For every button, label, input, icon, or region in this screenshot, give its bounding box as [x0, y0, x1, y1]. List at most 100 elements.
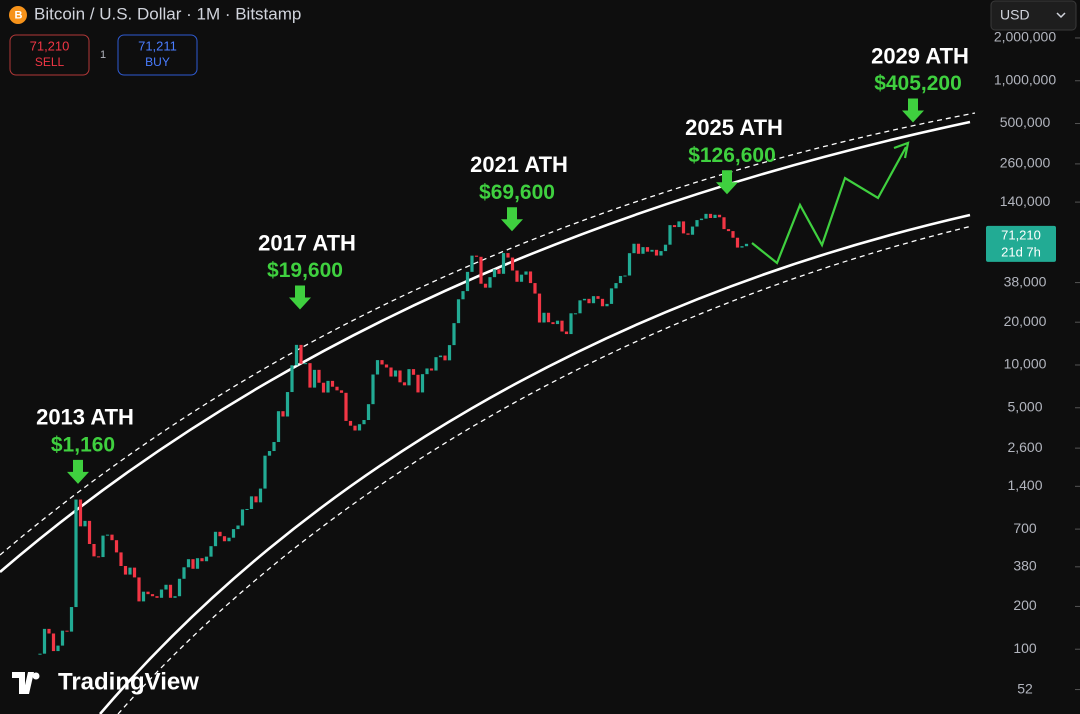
- y-tick-label: 140,000: [1000, 193, 1051, 209]
- candle: [146, 591, 150, 595]
- candle: [150, 594, 155, 597]
- candle: [456, 299, 461, 324]
- candle: [92, 543, 96, 557]
- candle: [326, 380, 330, 393]
- candle: [83, 520, 87, 527]
- candle: [200, 558, 204, 562]
- candle: [627, 253, 632, 276]
- brand: TradingView: [58, 668, 199, 695]
- candle: [308, 363, 312, 388]
- candle: [254, 496, 258, 503]
- candle: [537, 293, 542, 323]
- candle: [339, 390, 344, 393]
- y-tick-label: 10,000: [1004, 356, 1047, 372]
- ath-arrow: [501, 207, 523, 232]
- annotations: $1,160 2013 ATH $19,600 2017 ATH $69,600 2021…: [36, 43, 969, 484]
- candle: [393, 370, 398, 377]
- candle: [600, 298, 605, 307]
- y-tick-label: 380: [1013, 558, 1037, 574]
- candle: [555, 320, 560, 325]
- candle: [213, 531, 218, 547]
- candle: [731, 231, 735, 238]
- candle: [438, 355, 443, 358]
- candle: [42, 628, 47, 654]
- candle: [317, 369, 321, 383]
- candle: [389, 367, 393, 377]
- ath-price: $69,600: [479, 181, 555, 204]
- candle: [479, 256, 483, 284]
- candle: [353, 425, 357, 431]
- candle: [488, 277, 492, 288]
- candle: [416, 374, 420, 393]
- ath-price: $126,600: [688, 144, 776, 167]
- ath-price: $405,200: [874, 72, 962, 95]
- candle: [321, 382, 326, 393]
- candle: [168, 584, 173, 598]
- candle: [425, 368, 429, 375]
- candle: [465, 271, 470, 292]
- candle: [578, 300, 582, 314]
- candle: [542, 312, 546, 323]
- candle: [114, 540, 119, 553]
- candle: [618, 275, 623, 284]
- ath-title: 2021 ATH: [470, 152, 568, 177]
- y-tick-label: 2,600: [1007, 439, 1042, 455]
- y-tick-label: 200: [1013, 597, 1037, 613]
- candle: [726, 229, 731, 232]
- candle: [123, 566, 128, 575]
- candle: [447, 345, 452, 361]
- quantity: 1: [100, 49, 106, 61]
- currency-select[interactable]: [990, 0, 1077, 31]
- candle: [299, 344, 303, 364]
- candle: [474, 255, 479, 257]
- candle: [402, 382, 407, 386]
- price-axis: 52 100 200 380 700 1,400 2,600 5,000 10,000 20,00…: [986, 29, 1080, 696]
- sell-button[interactable]: [9, 34, 90, 76]
- candle: [677, 221, 681, 228]
- y-tick-label: 100: [1013, 640, 1037, 656]
- candle: [240, 509, 245, 526]
- candle: [722, 217, 726, 230]
- buy-button[interactable]: [117, 34, 198, 76]
- candle: [38, 653, 42, 655]
- candle: [434, 357, 438, 371]
- candle: [380, 360, 384, 365]
- candle: [335, 386, 339, 391]
- channel-dashed-upper: [0, 112, 976, 556]
- candle: [699, 218, 704, 221]
- candle: [569, 313, 573, 335]
- buy-label: BUY: [145, 55, 170, 69]
- candle: [605, 303, 609, 307]
- y-tick-label: 700: [1013, 520, 1037, 536]
- y-tick-label: 260,000: [1000, 155, 1051, 171]
- candle: [371, 374, 375, 405]
- dropdown-caret: [1056, 12, 1066, 19]
- candle: [74, 499, 78, 608]
- candle: [87, 520, 92, 544]
- candle: [641, 247, 645, 254]
- candle: [303, 363, 308, 365]
- candle: [492, 269, 497, 278]
- candle: [596, 296, 600, 299]
- candle: [65, 630, 69, 632]
- candle: [78, 499, 83, 527]
- candle: [564, 331, 569, 335]
- candle: [101, 535, 105, 558]
- candle: [96, 556, 101, 558]
- candle: [182, 567, 186, 579]
- candle: [636, 243, 641, 254]
- candle: [690, 226, 695, 235]
- candle: [366, 404, 371, 421]
- candle: [420, 374, 425, 393]
- symbol-title: Bitcoin / U.S. Dollar · 1M · Bitstamp: [34, 4, 301, 23]
- candle: [344, 392, 348, 421]
- projection-path: [751, 146, 907, 265]
- currency: USD: [1000, 7, 1030, 23]
- ath-price: $1,160: [51, 433, 115, 456]
- candle: [654, 249, 659, 256]
- candle: [290, 365, 294, 393]
- candle: [272, 442, 276, 452]
- candle: [519, 274, 524, 282]
- candle: [110, 534, 114, 541]
- y-tick-label: 38,000: [1004, 273, 1047, 289]
